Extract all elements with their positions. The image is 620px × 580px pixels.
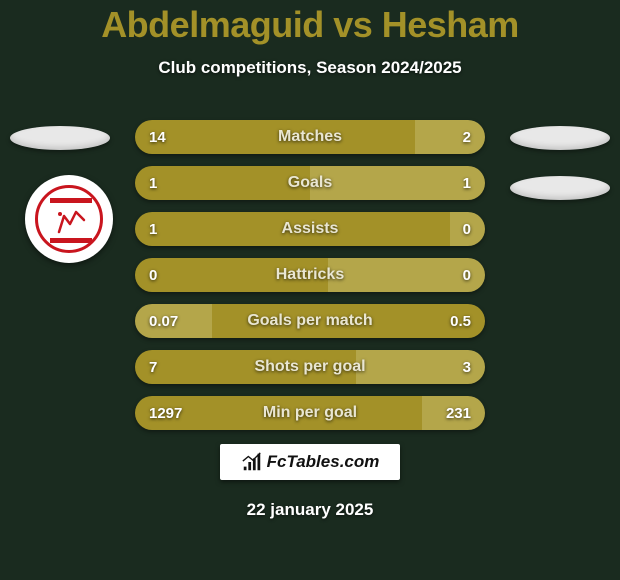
page-title: Abdelmaguid vs Hesham bbox=[0, 0, 620, 46]
stat-value-left: 0 bbox=[149, 258, 157, 292]
stat-bar bbox=[135, 120, 485, 154]
stat-row: 10Assists bbox=[135, 212, 485, 246]
stat-value-right: 2 bbox=[463, 120, 471, 154]
stat-bar-left bbox=[135, 258, 328, 292]
stat-row: 73Shots per goal bbox=[135, 350, 485, 384]
stat-bar bbox=[135, 212, 485, 246]
stat-row: 00Hattricks bbox=[135, 258, 485, 292]
player-badge-left bbox=[10, 126, 110, 150]
stat-bar-left bbox=[135, 350, 356, 384]
stat-bar bbox=[135, 396, 485, 430]
date-label: 22 january 2025 bbox=[0, 500, 620, 520]
stat-bar-right bbox=[310, 166, 485, 200]
stat-bar-left bbox=[135, 212, 450, 246]
footer-brand-text: FcTables.com bbox=[267, 452, 380, 472]
stat-bar-right bbox=[415, 120, 485, 154]
stat-value-left: 1 bbox=[149, 212, 157, 246]
club-crest-icon bbox=[54, 206, 88, 236]
stat-value-left: 1 bbox=[149, 166, 157, 200]
stat-value-left: 14 bbox=[149, 120, 166, 154]
stat-bar bbox=[135, 304, 485, 338]
stat-row: 142Matches bbox=[135, 120, 485, 154]
stat-row: 0.070.5Goals per match bbox=[135, 304, 485, 338]
stat-bar-left bbox=[135, 120, 415, 154]
stats-list: 142Matches11Goals10Assists00Hattricks0.0… bbox=[135, 120, 485, 442]
stat-bar bbox=[135, 166, 485, 200]
stat-bar-right bbox=[212, 304, 485, 338]
stat-value-right: 3 bbox=[463, 350, 471, 384]
stat-value-right: 0.5 bbox=[450, 304, 471, 338]
stat-value-right: 231 bbox=[446, 396, 471, 430]
stat-bar bbox=[135, 350, 485, 384]
comparison-card: Abdelmaguid vs Hesham Club competitions,… bbox=[0, 0, 620, 580]
stat-bar-left bbox=[135, 166, 310, 200]
stat-value-right: 0 bbox=[463, 212, 471, 246]
stat-value-left: 1297 bbox=[149, 396, 182, 430]
page-subtitle: Club competitions, Season 2024/2025 bbox=[0, 58, 620, 78]
chart-icon bbox=[241, 451, 263, 473]
stat-value-right: 1 bbox=[463, 166, 471, 200]
stat-value-left: 0.07 bbox=[149, 304, 178, 338]
stat-row: 11Goals bbox=[135, 166, 485, 200]
stat-bar bbox=[135, 258, 485, 292]
stat-bar-right bbox=[328, 258, 486, 292]
footer-brand[interactable]: FcTables.com bbox=[220, 444, 400, 480]
stat-value-left: 7 bbox=[149, 350, 157, 384]
stat-value-right: 0 bbox=[463, 258, 471, 292]
player-badge-right-2 bbox=[510, 176, 610, 200]
stat-row: 1297231Min per goal bbox=[135, 396, 485, 430]
club-crest-left bbox=[25, 175, 113, 263]
player-badge-right-1 bbox=[510, 126, 610, 150]
